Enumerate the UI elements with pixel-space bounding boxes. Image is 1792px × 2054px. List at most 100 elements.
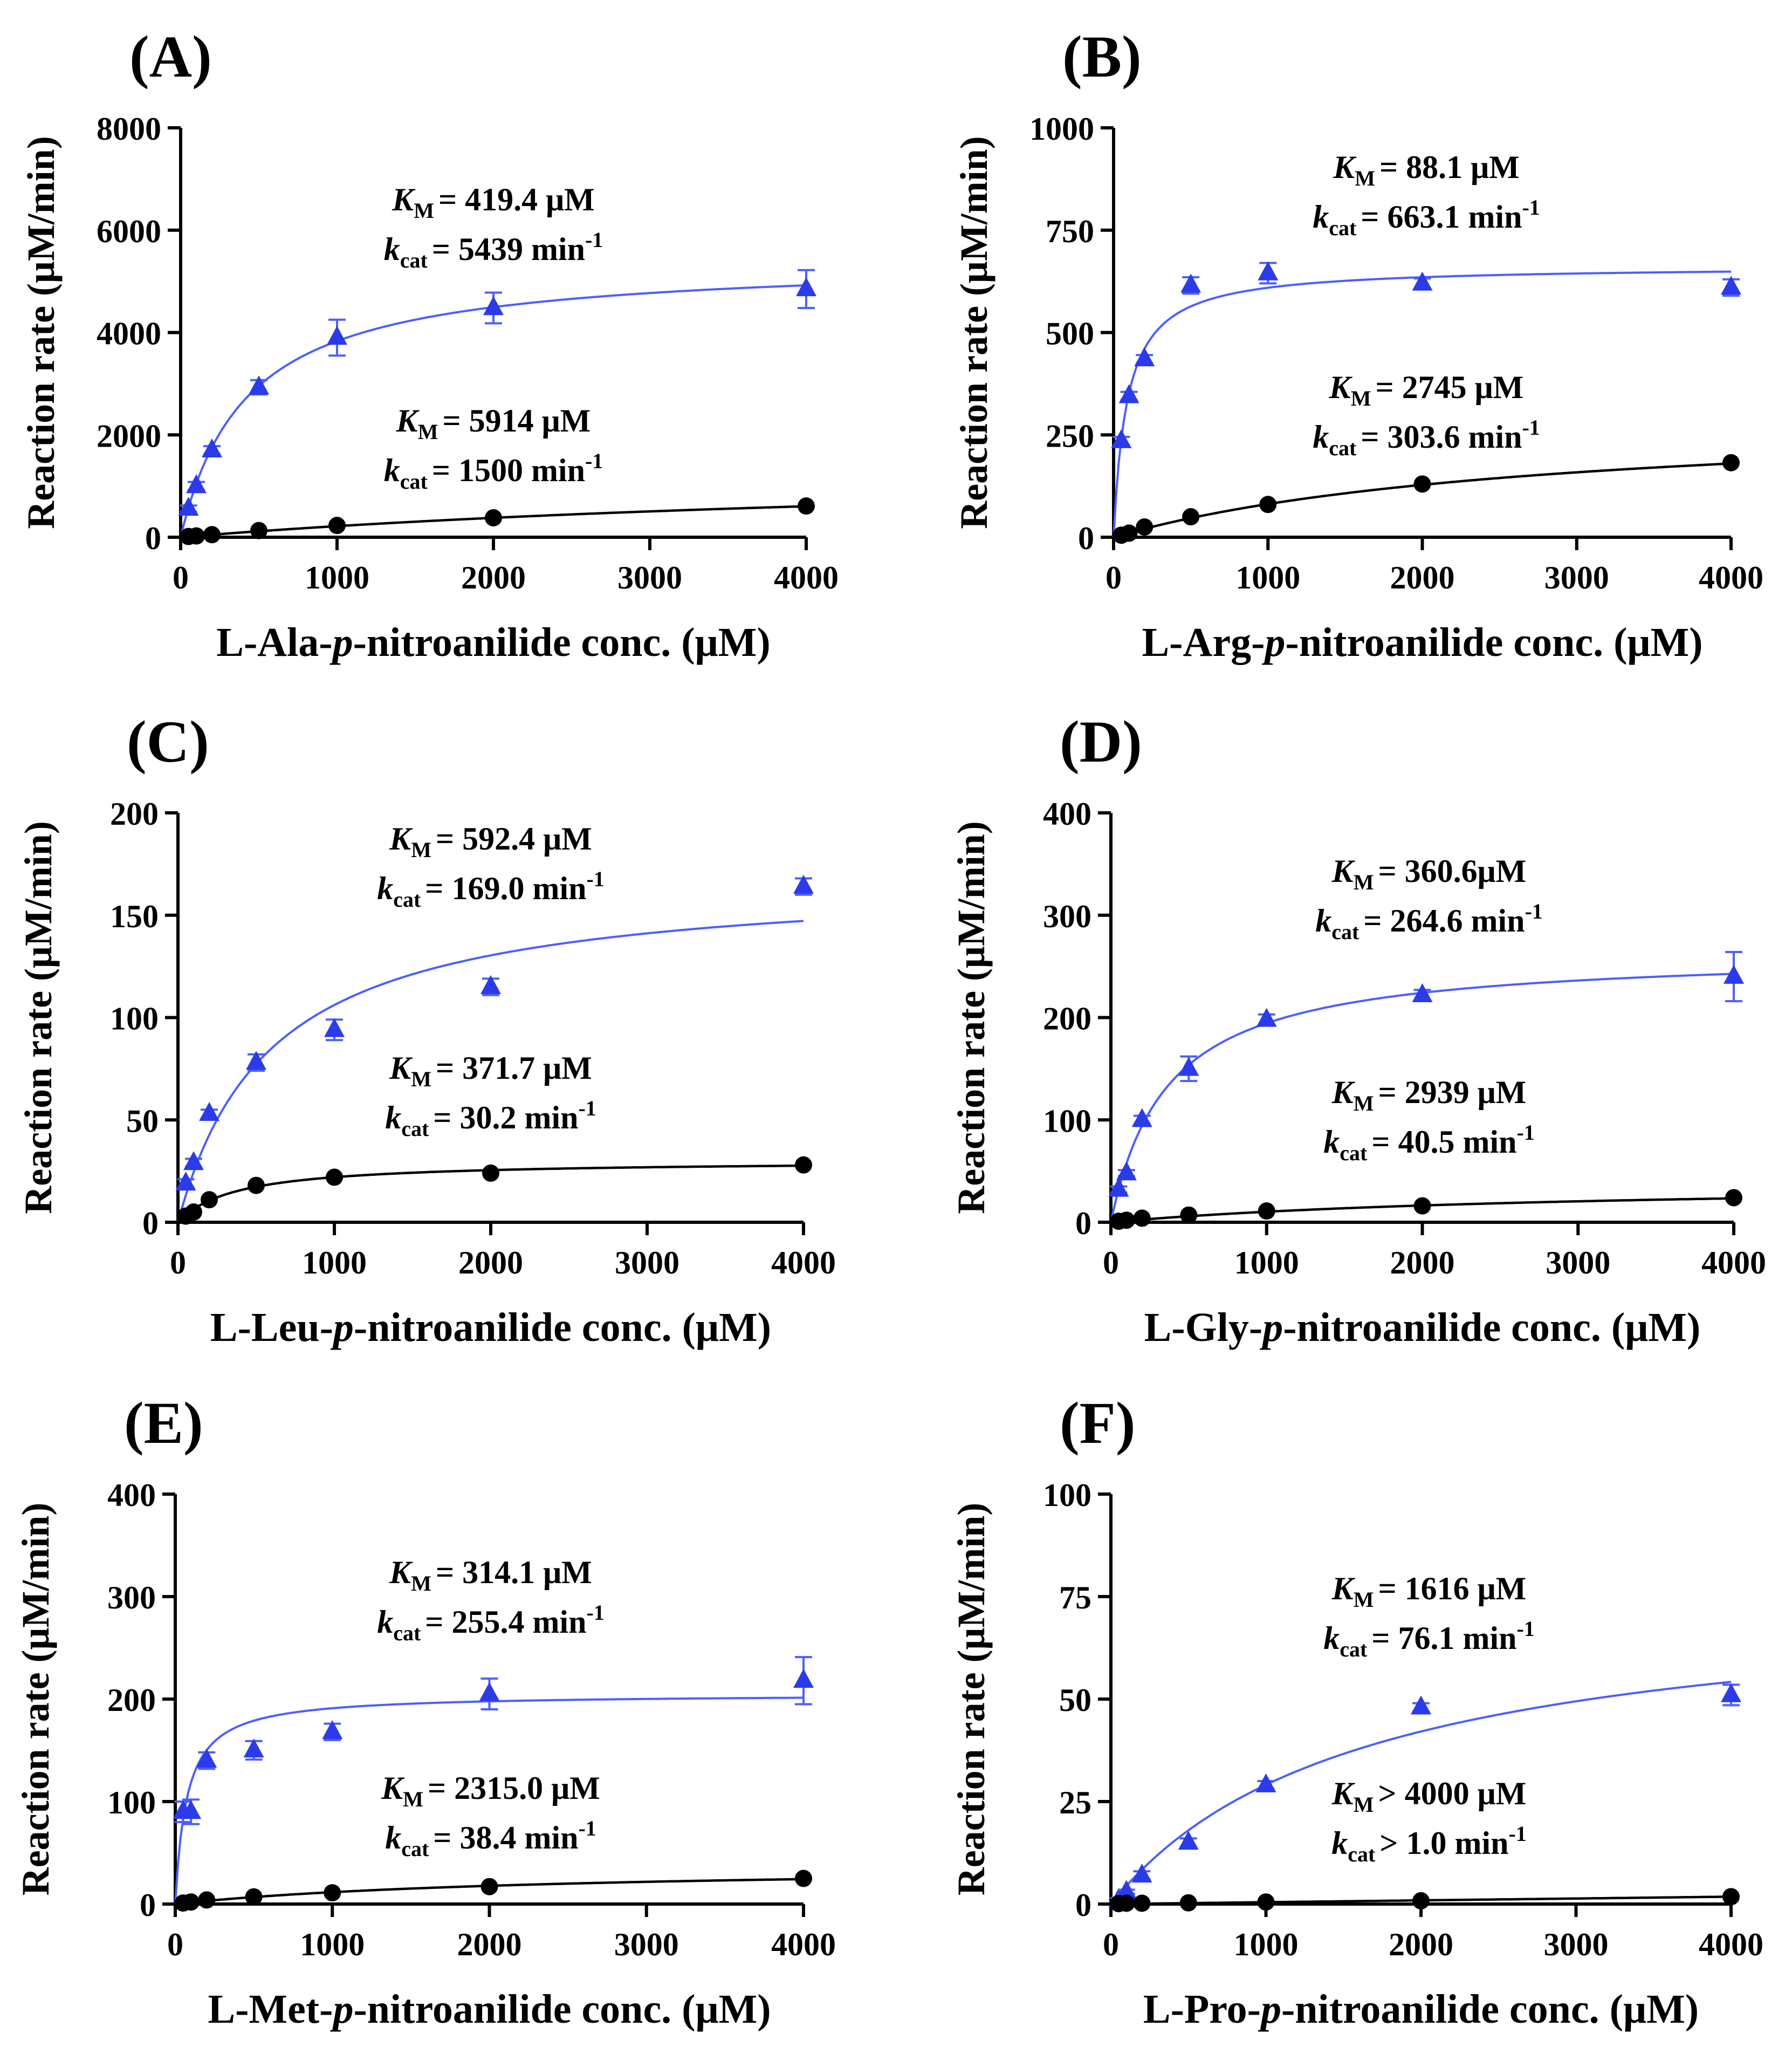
kcat-annotation: kcat = 76.1 min-1: [1323, 1617, 1535, 1661]
y-tick-label: 0: [1075, 1887, 1091, 1923]
data-point-circle: [795, 1870, 812, 1887]
kcat-annotation: kcat = 38.4 min-1: [385, 1816, 596, 1861]
y-tick-label: 0: [142, 1206, 159, 1241]
panel-label: (B): [1062, 24, 1142, 90]
y-tick-label: 300: [1043, 899, 1091, 934]
data-point-circle: [1133, 1209, 1151, 1227]
x-tick-label: 3000: [1546, 1245, 1610, 1281]
kinetics-annotation-black: KM = 2315.0 μM kcat = 38.4 min-1: [381, 1770, 600, 1861]
x-axis-label-italic: p: [1258, 1987, 1281, 2032]
y-tick-label: 1000: [1029, 111, 1094, 147]
kinetics-annotation-blue: KM = 419.4 μM kcat = 5439 min-1: [384, 182, 603, 272]
x-tick-label: 0: [1106, 560, 1122, 595]
y-tick-label: 400: [107, 1477, 156, 1513]
kcat-annotation: kcat = 303.6 min-1: [1313, 415, 1540, 460]
data-point-circle: [1120, 524, 1138, 542]
y-tick-label: 25: [1059, 1785, 1091, 1820]
x-tick-label: 2000: [457, 1927, 522, 1962]
kinetics-annotation-black: KM = 2745 μM kcat = 303.6 min-1: [1313, 369, 1540, 460]
data-point-triangle: [793, 1668, 814, 1688]
data-point-triangle: [1111, 429, 1132, 448]
series-blue: [178, 269, 816, 538]
data-point-triangle: [199, 1102, 219, 1121]
data-point-triangle: [480, 975, 501, 994]
data-point-circle: [1722, 454, 1740, 471]
data-point-circle: [324, 1884, 341, 1902]
x-tick-label: 2000: [461, 560, 526, 595]
data-point-circle: [1258, 1202, 1275, 1220]
x-tick-label: 1000: [302, 1245, 367, 1281]
data-point-triangle: [1178, 1831, 1199, 1850]
x-axis-label-post: -nitroanilide conc. (μM): [1281, 1987, 1699, 2032]
data-point-triangle: [1724, 964, 1744, 984]
x-axis-label-italic: p: [1261, 620, 1285, 665]
panel-a: (A) 0 2000 4000 6000 8000 0 1000 2000 3000 4000 Rea…: [19, 24, 839, 665]
data-point-triangle: [246, 1051, 266, 1070]
data-point-triangle: [1116, 1880, 1137, 1899]
km-annotation: KM = 360.6μM: [1331, 853, 1527, 894]
x-tick-label: 3000: [1544, 1927, 1609, 1962]
x-axis-label: L-Gly-p-nitroanilide conc. (μM): [1144, 1305, 1701, 1350]
data-point-circle: [482, 1164, 499, 1182]
series-blue: [175, 874, 814, 1223]
data-point-triangle: [1721, 276, 1741, 295]
y-axis-label: Reaction rate (μM/min): [952, 136, 995, 529]
kcat-annotation: kcat = 169.0 min-1: [377, 867, 605, 912]
y-tick-label: 0: [140, 1887, 156, 1923]
y-tick-label: 100: [107, 1785, 156, 1820]
kinetics-annotation-blue: KM = 360.6μM kcat = 264.6 min-1: [1315, 853, 1543, 944]
data-point-circle: [188, 527, 205, 545]
kcat-annotation: kcat > 1.0 min-1: [1331, 1822, 1527, 1866]
y-tick-label: 200: [110, 796, 159, 832]
y-tick-label: 0: [145, 521, 161, 556]
y-tick-label: 300: [107, 1580, 156, 1615]
km-annotation: KM = 2939 μM: [1331, 1074, 1527, 1115]
y-tick-label: 100: [110, 1001, 159, 1037]
x-tick-label: 1000: [1234, 1927, 1299, 1962]
km-annotation: KM = 5914 μM: [396, 403, 591, 444]
data-point-circle: [1179, 1894, 1197, 1912]
x-tick-label: 0: [1103, 1927, 1119, 1962]
data-point-circle: [1725, 1189, 1742, 1207]
x-axis-label-italic: p: [329, 1987, 353, 2032]
data-point-triangle: [1412, 983, 1433, 1003]
data-point-circle: [1136, 518, 1154, 536]
y-tick-label: 75: [1059, 1580, 1091, 1615]
y-tick-label: 400: [1043, 796, 1091, 832]
data-point-circle: [185, 1203, 202, 1221]
x-tick-label: 1000: [305, 560, 369, 595]
data-point-circle: [328, 517, 346, 535]
x-tick-label: 1000: [300, 1927, 365, 1962]
data-point-circle: [203, 526, 221, 544]
x-tick-label: 4000: [1699, 560, 1763, 595]
series-black: [177, 1156, 812, 1225]
data-point-triangle: [1258, 261, 1279, 280]
x-axis-label: L-Ala-p-nitroanilide conc. (μM): [216, 620, 770, 665]
x-axis-label-pre: L-Leu-: [210, 1305, 333, 1350]
data-point-triangle: [1180, 273, 1201, 293]
data-point-circle: [1412, 1892, 1430, 1909]
data-point-triangle: [1255, 1773, 1276, 1792]
x-tick-label: 0: [167, 1927, 183, 1962]
fit-curve-black: [1113, 462, 1732, 539]
y-tick-label: 200: [107, 1682, 156, 1718]
data-point-circle: [1133, 1894, 1151, 1912]
kinetics-annotation-black: KM = 371.7 μM kcat = 30.2 min-1: [385, 1050, 596, 1141]
x-tick-label: 4000: [771, 1245, 836, 1281]
y-tick-label: 50: [1059, 1682, 1091, 1718]
panel-label: (D): [1060, 709, 1142, 775]
data-point-circle: [1259, 496, 1277, 514]
data-point-triangle: [1411, 1695, 1431, 1715]
data-point-triangle: [1108, 1177, 1129, 1197]
series-black: [1110, 1888, 1740, 1913]
y-tick-label: 6000: [97, 214, 161, 249]
series-black: [174, 1870, 812, 1912]
data-point-triangle: [793, 874, 814, 894]
y-tick-label: 50: [126, 1103, 159, 1139]
y-tick-label: 750: [1046, 214, 1094, 249]
data-point-circle: [485, 509, 502, 526]
y-tick-label: 2000: [97, 418, 161, 454]
